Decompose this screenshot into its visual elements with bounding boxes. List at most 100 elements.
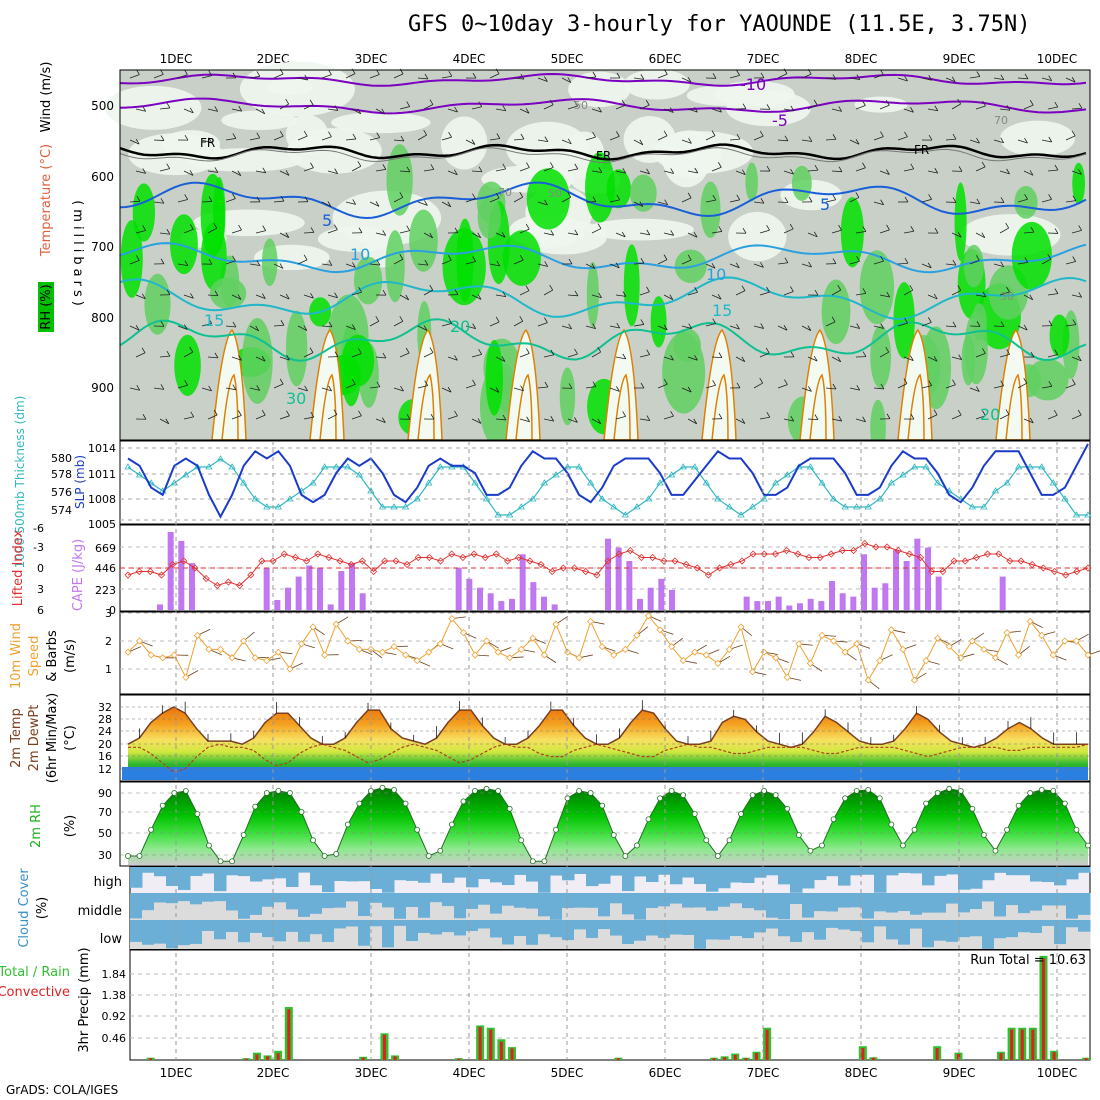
- wind-barb: [1017, 262, 1028, 265]
- wind-barb-feather: [807, 325, 812, 331]
- wind-barb: [369, 74, 380, 79]
- wind-barb: [615, 104, 626, 110]
- cape-bar: [658, 578, 665, 610]
- wind-barb: [369, 320, 380, 327]
- cloud-low-cell: [394, 920, 407, 926]
- rh-moist-patch: [209, 277, 247, 310]
- wind-barb: [879, 294, 890, 298]
- wind-barb: [999, 227, 1009, 234]
- wind-barb: [657, 325, 668, 331]
- wind-barb-feather: [261, 293, 266, 299]
- wind-barb: [471, 353, 482, 358]
- wind-barb-feather: [135, 324, 140, 331]
- rh-moist-patch: [586, 262, 599, 328]
- wind-speed-point: [818, 631, 826, 639]
- precip-convective-bar: [744, 1058, 748, 1060]
- wind-barb-feather: [261, 355, 266, 362]
- top-date-label: 3DEC: [355, 52, 388, 66]
- wind-barb: [369, 263, 380, 266]
- wind-barb-feather: [544, 76, 548, 82]
- wind-barb: [153, 74, 164, 79]
- lifted-index-point: [916, 553, 925, 562]
- wind-barb-feather: [760, 198, 765, 204]
- wind-barb-feather: [238, 355, 242, 361]
- lifted-index-point: [280, 550, 288, 558]
- wind-barb: [321, 201, 332, 207]
- rh2m-point: [830, 816, 837, 823]
- thickness-point: [864, 503, 872, 510]
- cloud-middle-cell: [202, 893, 215, 902]
- wind-barb-feather: [454, 106, 458, 113]
- wind-barb-feather: [424, 380, 429, 386]
- thickness-point: [529, 495, 537, 502]
- wind-speed-point: [216, 645, 225, 653]
- cloud-high-cell: [514, 867, 527, 875]
- cloud-low-cell: [598, 920, 611, 930]
- wind-barb: [513, 320, 523, 327]
- cloud-middle-cell: [922, 893, 935, 913]
- wind-barb-feather: [832, 194, 837, 200]
- wind-barb: [921, 77, 932, 81]
- wind-barb: [999, 291, 1010, 296]
- lifted-index-point: [626, 546, 634, 555]
- wind-barb-feather: [766, 412, 771, 418]
- wind-barb: [687, 418, 697, 425]
- lifted-index-point: [883, 543, 891, 551]
- thickness-point: [320, 463, 329, 470]
- wind-barb-feather: [813, 355, 818, 362]
- wind-barb-feather: [495, 192, 500, 199]
- thickness-point: [1026, 463, 1034, 470]
- cloud-high-cell: [298, 867, 311, 873]
- wind-barb-feather: [454, 410, 458, 417]
- wind-barb: [657, 74, 668, 79]
- cloud-high-cell: [838, 867, 851, 886]
- wind-barb: [207, 170, 218, 173]
- wind-barb: [663, 232, 674, 236]
- cloud-high-cell: [970, 867, 983, 889]
- thickness-point: [714, 495, 722, 502]
- wind-barb: [399, 170, 410, 173]
- wind-barb-feather: [232, 133, 237, 139]
- wind-barb: [273, 324, 285, 327]
- wind-barb-feather: [615, 131, 620, 137]
- wind-barb-feather: [232, 255, 236, 261]
- wind-barb: [759, 416, 770, 420]
- wind-barb: [177, 199, 188, 203]
- wind-speed-point: [621, 645, 629, 653]
- cloud-high-cell: [862, 867, 875, 875]
- slp-grid: [120, 447, 1090, 521]
- cloud-low-bg: [346, 920, 359, 949]
- wind-barb-feather: [208, 385, 212, 392]
- wind-barb: [465, 325, 476, 330]
- temp-tick: 24: [98, 725, 112, 738]
- wind-barb: [1071, 107, 1083, 110]
- top-date-label: 8DEC: [845, 52, 878, 66]
- lifted-index-point: [827, 550, 835, 558]
- wind-barb-feather: [910, 413, 915, 420]
- wind-barb-feather: [430, 413, 435, 420]
- lifted-index-point: [704, 571, 713, 579]
- wind-barb-feather: [309, 347, 314, 353]
- li-tick: 6: [37, 604, 44, 617]
- wind-barb-feather: [784, 197, 789, 203]
- wind-barb: [303, 167, 314, 172]
- wind-barb: [231, 170, 242, 177]
- temperature-fill: [128, 707, 1088, 780]
- wind-barb: [567, 294, 578, 297]
- wind-barb-feather: [718, 226, 723, 232]
- wind-barb-feather: [382, 230, 387, 236]
- wind-barb: [777, 139, 788, 142]
- wind-barb: [345, 73, 356, 79]
- wind-barb-feather: [1029, 417, 1034, 424]
- wind-speed-point: [922, 657, 930, 665]
- thickness-point: [748, 503, 757, 510]
- lifted-index-point: [459, 553, 467, 562]
- cloud-low-cell: [262, 920, 275, 938]
- cloud-low-cell: [814, 920, 827, 940]
- lifted-index-axis-label: Lifted Index: [11, 529, 26, 606]
- wind-barb-feather: [400, 385, 404, 392]
- wind-barb: [369, 137, 380, 141]
- wind-barb: [807, 104, 818, 110]
- wind-barb: [801, 139, 812, 142]
- cloud-middle-cell: [238, 893, 251, 919]
